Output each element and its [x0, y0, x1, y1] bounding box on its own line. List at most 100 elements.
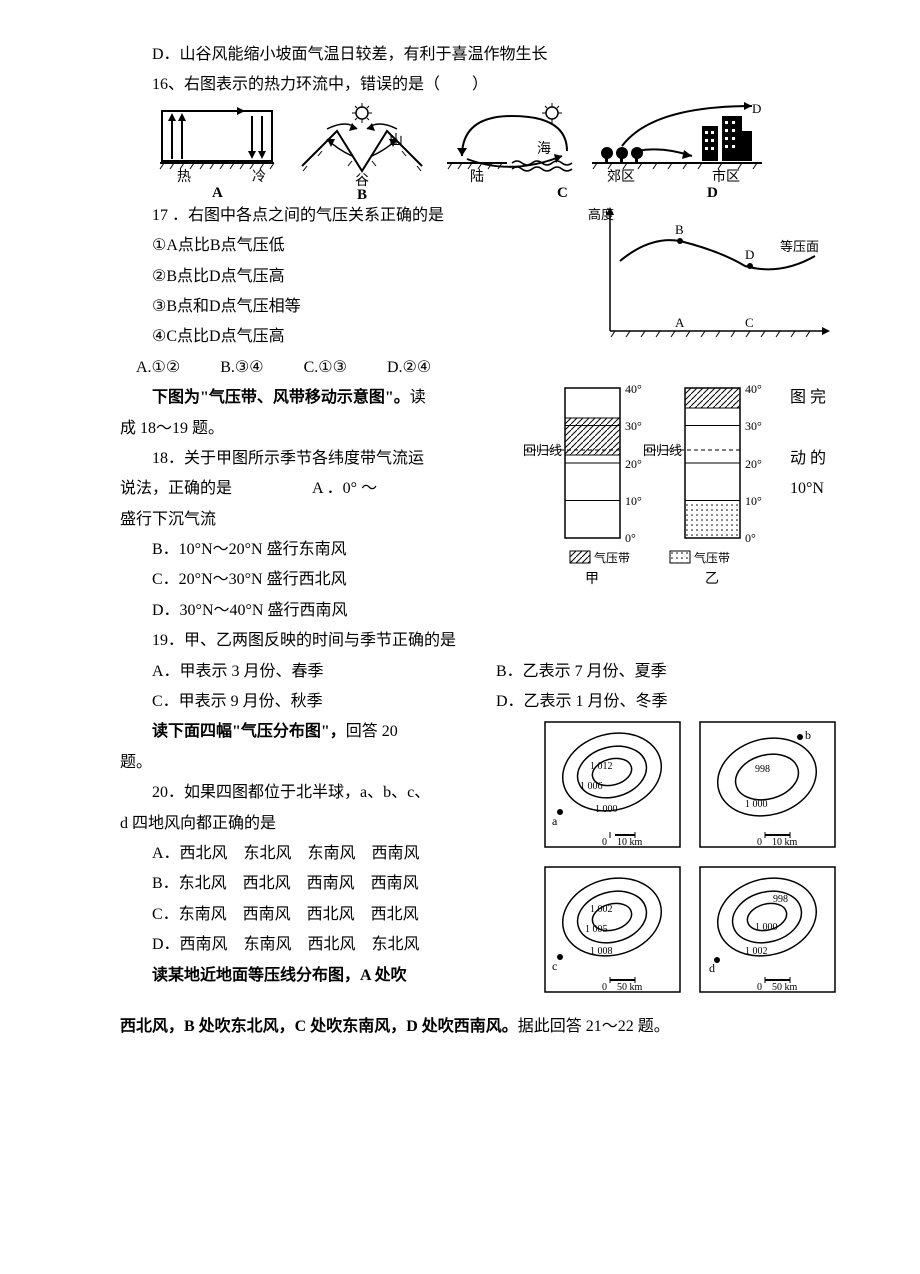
q20-opt-b: B．东北风 西北风 西南风 西南风 [120, 869, 530, 899]
q17-opt-a: A.①② [136, 353, 180, 383]
q18-stem-a: 18．关于甲图所示季节各纬度带气流运 [120, 444, 510, 474]
svg-text:B: B [675, 222, 684, 237]
svg-text:C: C [557, 185, 568, 201]
svg-text:等压面: 等压面 [780, 239, 819, 254]
q16-diagram-b: 山 谷 B [302, 103, 422, 201]
svg-text:0°: 0° [745, 531, 756, 545]
svg-text:回归线: 回归线 [523, 443, 562, 458]
svg-text:乙: 乙 [705, 571, 719, 587]
svg-text:10°: 10° [625, 494, 642, 508]
q20-intro3: 题。 [120, 748, 530, 778]
svg-text:甲: 甲 [585, 572, 599, 587]
q18-intro-right: 图 完 [790, 383, 840, 413]
q15-opt-d: D．山谷风能缩小坡面气温日较差，有利于喜温作物生长 [120, 40, 840, 70]
q16-diagram-d: D 郊区 市区 D [592, 101, 762, 201]
q19-stem: 19．甲、乙两图反映的时间与季节正确的是 [120, 626, 840, 656]
q17-opt-c: C.①③ [304, 353, 347, 383]
svg-text:0 50 km: 0 50 km [602, 982, 643, 993]
svg-text:998: 998 [755, 764, 770, 775]
q18-opt-b: B．10°N～20°N 盛行东南风 [120, 535, 510, 565]
svg-text:海: 海 [537, 141, 551, 157]
svg-text:D: D [752, 101, 761, 116]
q21-intro3: 据此回答 21～22 题。 [518, 1018, 670, 1035]
svg-text:B: B [357, 187, 367, 201]
svg-text:陆: 陆 [470, 169, 484, 185]
q18-stem-b: 说法，正确的是 A ．0° ～ [120, 474, 510, 504]
q17-opt-b: B.③④ [220, 353, 263, 383]
svg-text:冷: 冷 [252, 169, 266, 185]
q19-opt-b: B．乙表示 7 月份、夏季 [496, 657, 840, 687]
q20-stem: 20．如果四图都位于北半球，a、b、c、 [120, 778, 530, 808]
svg-text:回归线: 回归线 [643, 443, 682, 458]
svg-text:高度: 高度 [588, 207, 614, 222]
svg-text:1 000: 1 000 [755, 922, 778, 933]
q17-s1: ①A点比B点气压低 [120, 231, 570, 261]
svg-text:1 000: 1 000 [745, 799, 768, 810]
q20-opt-a: A．西北风 东北风 东南风 西南风 [120, 839, 530, 869]
q18-stem-a-r: 动 的 [790, 444, 840, 474]
svg-text:998: 998 [773, 894, 788, 905]
svg-text:b: b [805, 728, 811, 742]
svg-text:1 002: 1 002 [745, 946, 768, 957]
q16-diagrams: 热 冷 A 山 谷 B 陆 海 C [152, 101, 840, 201]
q20-intro: 读下面四幅"气压分布图"， [152, 723, 346, 740]
q20-intro2: 回答 20 [346, 723, 398, 740]
q19-opt-a: A．甲表示 3 月份、春季 [152, 657, 496, 687]
q17-s3: ③B点和D点气压相等 [120, 292, 570, 322]
q18-chart: 40° 30° 20° 10° 0° 回归线 甲 40° 30° 20° 10°… [520, 383, 780, 603]
svg-text:1 002: 1 002 [590, 904, 613, 915]
q16-diagram-a: 热 冷 A [160, 107, 274, 201]
q17-stem: 17 ．右图中各点之间的气压关系正确的是 [120, 201, 570, 231]
q16-diagram-c: 陆 海 C [447, 103, 572, 201]
q18-stem-c: 盛行下沉气流 [120, 505, 510, 535]
svg-text:a: a [552, 814, 558, 828]
q17-s2: ②B点比D点气压高 [120, 262, 570, 292]
q20-charts: 1 012 1 006 1 000 a 0 10 km 998 1 000 b … [540, 717, 840, 997]
svg-text:30°: 30° [745, 419, 762, 433]
q16-stem: 16、右图表示的热力环流中，错误的是（ ） [120, 70, 840, 100]
svg-text:1 000: 1 000 [595, 804, 618, 815]
label-hot: 热 [177, 169, 191, 185]
svg-text:c: c [552, 959, 557, 973]
svg-text:市区: 市区 [712, 168, 740, 185]
svg-text:40°: 40° [745, 383, 762, 396]
q20-opt-d: D．西南风 东南风 西北风 东北风 [120, 930, 530, 960]
svg-text:0 10 km: 0 10 km [602, 837, 643, 848]
q19-opt-c: C．甲表示 9 月份、秋季 [152, 687, 496, 717]
q19-opt-d: D．乙表示 1 月份、冬季 [496, 687, 840, 717]
q18-intro-a: 下图为"气压带、风带移动示意图"。 [120, 383, 410, 413]
svg-text:气压带: 气压带 [594, 550, 630, 565]
svg-text:0°: 0° [625, 531, 636, 545]
q20-stem2: d 四地风向都正确的是 [120, 809, 530, 839]
svg-text:0 10 km: 0 10 km [757, 837, 798, 848]
svg-text:30°: 30° [625, 419, 642, 433]
svg-text:D: D [745, 247, 754, 262]
svg-text:A: A [675, 315, 685, 330]
svg-text:1 006: 1 006 [580, 781, 603, 792]
svg-text:10°: 10° [745, 494, 762, 508]
q17-s4: ④C点比D点气压高 [120, 322, 570, 352]
svg-text:20°: 20° [625, 457, 642, 471]
svg-text:0 50 km: 0 50 km [757, 982, 798, 993]
q21-intro1: 读某地近地面等压线分布图，A 处吹 [152, 961, 530, 991]
svg-text:1 005: 1 005 [585, 924, 608, 935]
svg-text:气压带: 气压带 [694, 550, 730, 565]
q18-intro-b: 成 18～19 题。 [120, 414, 510, 444]
svg-text:40°: 40° [625, 383, 642, 396]
q18-opt-d: D．30°N～40°N 盛行西南风 [120, 596, 510, 626]
svg-text:郊区: 郊区 [607, 168, 635, 185]
q18-stem-b-r: 10°N [790, 474, 840, 504]
svg-text:d: d [709, 961, 715, 975]
svg-text:20°: 20° [745, 457, 762, 471]
svg-text:1 008: 1 008 [590, 946, 613, 957]
svg-text:A: A [212, 185, 223, 201]
q20-opt-c: C．东南风 西南风 西北风 西北风 [120, 900, 530, 930]
q18-opt-c: C．20°N～30°N 盛行西北风 [120, 565, 510, 595]
q18-intro-read: 读 [410, 389, 426, 406]
q17-opt-d: D.②④ [387, 353, 431, 383]
q21-intro2: 西北风，B 处吹东北风，C 处吹东南风，D 处吹西南风。 [120, 1018, 518, 1035]
svg-text:D: D [707, 185, 718, 201]
q17-chart: B D A C 高度 等压面 [580, 201, 840, 351]
svg-text:1 012: 1 012 [590, 761, 613, 772]
svg-text:山: 山 [389, 133, 403, 149]
